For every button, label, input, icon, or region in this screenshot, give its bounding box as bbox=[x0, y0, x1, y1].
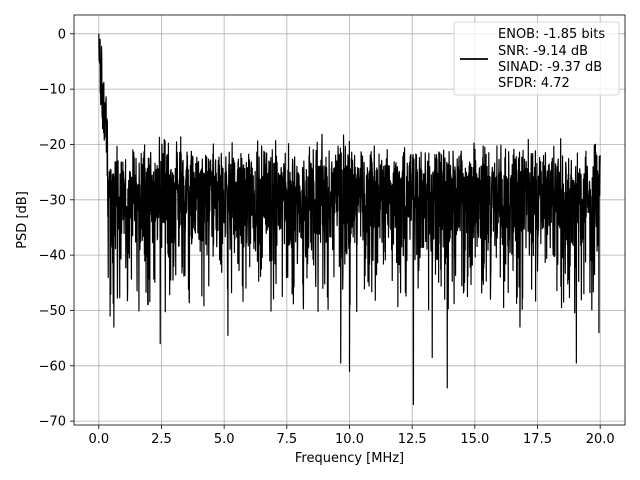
y-tick-label: −70 bbox=[39, 415, 66, 430]
y-axis-label: PSD [dB] bbox=[15, 191, 30, 249]
y-tick-label: −30 bbox=[39, 193, 66, 208]
y-tick-label: −50 bbox=[39, 304, 66, 319]
y-tick-label: −20 bbox=[39, 138, 66, 153]
series-layer bbox=[98, 33, 601, 406]
x-axis: 0.0 2.5 5.0 7.5 10.0 12.5 15.0 17.5 20.0 bbox=[88, 425, 615, 447]
x-axis-label: Frequency [MHz] bbox=[295, 451, 404, 466]
legend-box bbox=[453, 21, 620, 96]
x-tick-label: 12.5 bbox=[398, 432, 427, 447]
legend-snr: SNR: -9.14 dB bbox=[498, 44, 588, 59]
legend-enob: ENOB: -1.85 bits bbox=[498, 27, 605, 42]
x-tick-label: 7.5 bbox=[276, 432, 297, 447]
x-tick-label: 20.0 bbox=[586, 432, 615, 447]
x-tick-label: 5.0 bbox=[214, 432, 235, 447]
x-tick-label: 2.5 bbox=[151, 432, 172, 447]
y-tick-label: −60 bbox=[39, 359, 66, 374]
x-tick-label: 15.0 bbox=[460, 432, 489, 447]
legend-sinad: SINAD: -9.37 dB bbox=[498, 60, 602, 75]
y-tick-label: −40 bbox=[39, 249, 66, 264]
x-tick-label: 17.5 bbox=[523, 432, 552, 447]
y-tick-label: 0 bbox=[58, 27, 66, 42]
y-tick-label: −10 bbox=[39, 83, 66, 98]
psd-series-line bbox=[98, 33, 601, 406]
legend-sfdr: SFDR: 4.72 bbox=[498, 76, 570, 91]
x-tick-label: 0.0 bbox=[88, 432, 109, 447]
y-axis: 0 −10 −20 −30 −40 −50 −60 −70 bbox=[39, 27, 74, 430]
x-tick-label: 10.0 bbox=[335, 432, 364, 447]
legend: ENOB: -1.85 bits SNR: -9.14 dB SINAD: -9… bbox=[453, 21, 620, 96]
